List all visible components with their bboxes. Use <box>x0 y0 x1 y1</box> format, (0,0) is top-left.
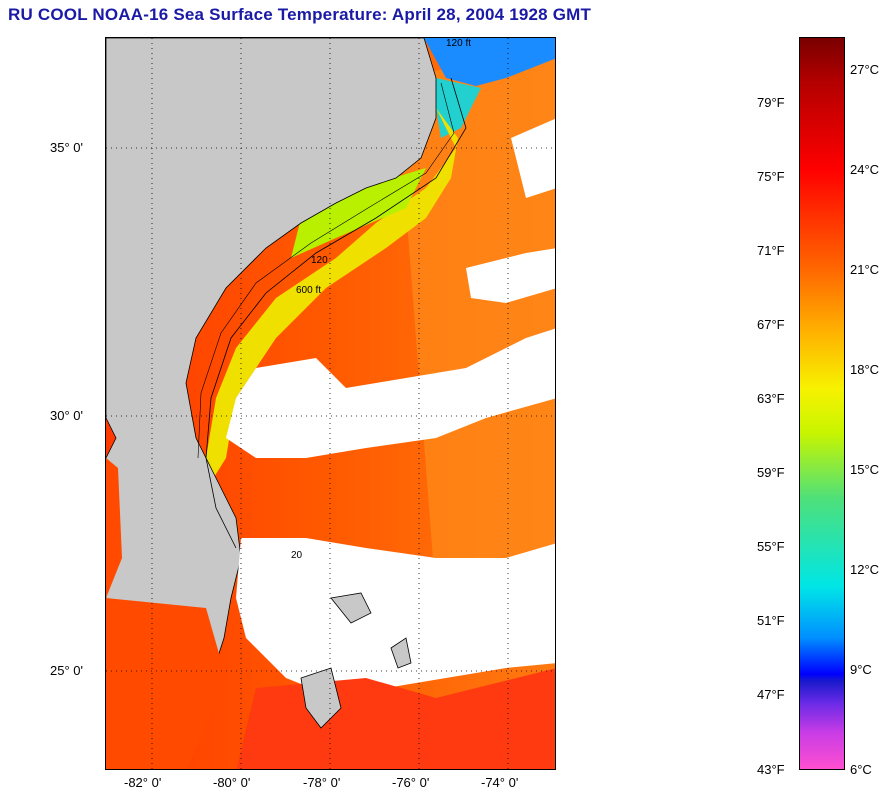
lon-label-74: -74° 0' <box>481 775 519 790</box>
isobath-label: 600 ft <box>296 285 321 296</box>
colorbar-f-label: 75°F <box>757 169 785 184</box>
colorbar-c-label: 24°C <box>850 162 880 177</box>
lat-label-30: 30° 0' <box>50 408 83 423</box>
bahamas-island-1 <box>330 592 372 624</box>
bahamas-island-2 <box>300 667 342 729</box>
cool-water-north <box>424 38 555 86</box>
lon-label-78: -78° 0' <box>303 775 341 790</box>
lon-label-76: -76° 0' <box>392 775 430 790</box>
isobath-label: 120 <box>311 255 328 266</box>
colorbar-f-label: 79°F <box>757 95 785 110</box>
cloud-band-3 <box>511 118 555 198</box>
colorbar-c-label: 18°C <box>850 362 880 377</box>
colorbar-f-label: 47°F <box>757 687 785 702</box>
colorbar-f-label: 59°F <box>757 465 785 480</box>
colorbar-f-label: 43°F <box>757 762 785 777</box>
colorbar-c-label: 9°C <box>850 662 872 677</box>
bahamas-island-3 <box>390 637 412 669</box>
sst-map[interactable]: 120 ft 600 ft 120 20 <box>105 37 556 770</box>
lon-label-82: -82° 0' <box>124 775 162 790</box>
isobath-600ft <box>205 77 467 549</box>
colorbar-c-label: 15°C <box>850 462 880 477</box>
colorbar-f-label: 55°F <box>757 539 785 554</box>
temperature-colorbar <box>799 37 845 770</box>
colorbar-c-label: 6°C <box>850 762 872 777</box>
colorbar-f-label: 71°F <box>757 243 785 258</box>
grid-lines <box>106 38 555 769</box>
lon-label-80: -80° 0' <box>213 775 251 790</box>
isobath-label: 120 ft <box>446 38 471 49</box>
cloud-band-2 <box>466 248 555 303</box>
colorbar-c-label: 21°C <box>850 262 880 277</box>
colorbar-f-label: 51°F <box>757 613 785 628</box>
south-warm-patch-1 <box>106 598 226 769</box>
gulf-warm-strip <box>106 458 122 598</box>
map-title: RU COOL NOAA-16 Sea Surface Temperature:… <box>8 5 592 24</box>
colorbar-c-label: 12°C <box>850 562 880 577</box>
cloud-band-south <box>236 538 555 698</box>
colorbar-f-label: 63°F <box>757 391 785 406</box>
sst-map-canvas: 120 ft 600 ft 120 20 <box>106 38 555 769</box>
cool-water-cyan <box>436 78 481 138</box>
cloud-band-1 <box>226 328 555 458</box>
isobath-120ft <box>197 82 455 459</box>
coastal-green-water <box>291 168 426 258</box>
colorbar-f-label: 67°F <box>757 317 785 332</box>
colorbar-c-label: 27°C <box>850 62 880 77</box>
lat-label-25: 25° 0' <box>50 663 83 678</box>
lat-label-35: 35° 0' <box>50 140 83 155</box>
isobath-label: 20 <box>291 550 303 561</box>
